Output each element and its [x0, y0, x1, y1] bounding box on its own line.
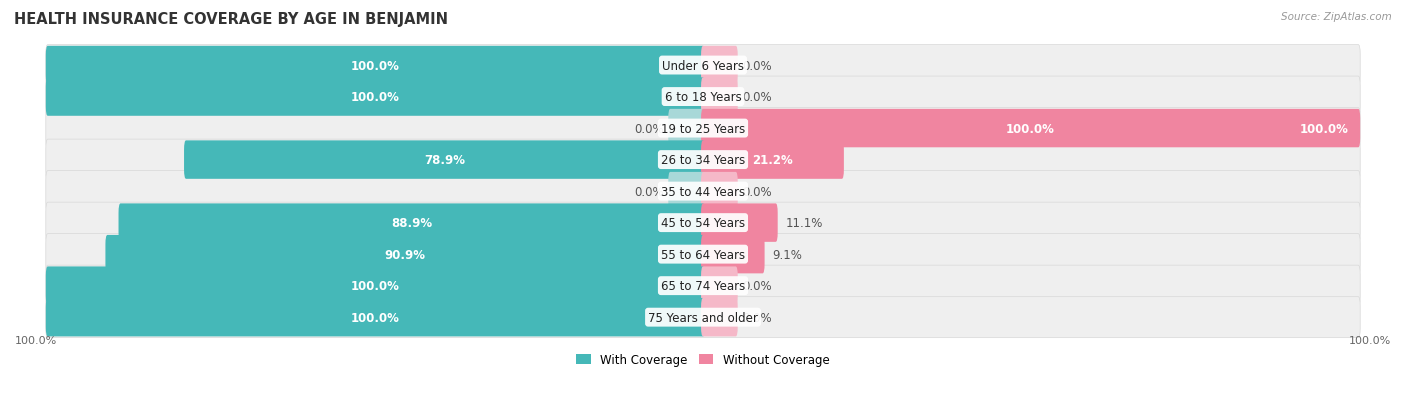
FancyBboxPatch shape	[702, 109, 1360, 148]
FancyBboxPatch shape	[46, 78, 704, 116]
Text: Under 6 Years: Under 6 Years	[662, 59, 744, 72]
FancyBboxPatch shape	[46, 171, 1360, 212]
Text: 26 to 34 Years: 26 to 34 Years	[661, 154, 745, 167]
Text: 21.2%: 21.2%	[752, 154, 793, 167]
Text: 9.1%: 9.1%	[772, 248, 803, 261]
FancyBboxPatch shape	[46, 234, 1360, 275]
FancyBboxPatch shape	[702, 298, 738, 337]
FancyBboxPatch shape	[46, 203, 1360, 244]
Text: 100.0%: 100.0%	[352, 59, 399, 72]
FancyBboxPatch shape	[702, 235, 765, 274]
FancyBboxPatch shape	[668, 173, 704, 211]
Text: 6 to 18 Years: 6 to 18 Years	[665, 91, 741, 104]
FancyBboxPatch shape	[702, 204, 778, 242]
Text: HEALTH INSURANCE COVERAGE BY AGE IN BENJAMIN: HEALTH INSURANCE COVERAGE BY AGE IN BENJ…	[14, 12, 449, 27]
Text: Source: ZipAtlas.com: Source: ZipAtlas.com	[1281, 12, 1392, 22]
FancyBboxPatch shape	[46, 266, 1360, 306]
Text: 100.0%: 100.0%	[352, 280, 399, 292]
Text: 45 to 54 Years: 45 to 54 Years	[661, 216, 745, 230]
FancyBboxPatch shape	[46, 267, 704, 305]
Text: 11.1%: 11.1%	[786, 216, 823, 230]
FancyBboxPatch shape	[46, 298, 704, 337]
FancyBboxPatch shape	[702, 267, 738, 305]
Text: 100.0%: 100.0%	[352, 311, 399, 324]
Text: 100.0%: 100.0%	[352, 91, 399, 104]
Text: 90.9%: 90.9%	[385, 248, 426, 261]
FancyBboxPatch shape	[105, 235, 704, 274]
FancyBboxPatch shape	[46, 77, 1360, 118]
FancyBboxPatch shape	[702, 141, 844, 179]
FancyBboxPatch shape	[184, 141, 704, 179]
Text: 19 to 25 Years: 19 to 25 Years	[661, 122, 745, 135]
FancyBboxPatch shape	[46, 45, 1360, 86]
Text: 65 to 74 Years: 65 to 74 Years	[661, 280, 745, 292]
FancyBboxPatch shape	[46, 297, 1360, 338]
FancyBboxPatch shape	[46, 108, 1360, 149]
Text: 35 to 44 Years: 35 to 44 Years	[661, 185, 745, 198]
Text: 100.0%: 100.0%	[1299, 122, 1348, 135]
FancyBboxPatch shape	[702, 173, 738, 211]
Text: 0.0%: 0.0%	[742, 280, 772, 292]
Text: 75 Years and older: 75 Years and older	[648, 311, 758, 324]
Text: 0.0%: 0.0%	[742, 185, 772, 198]
FancyBboxPatch shape	[702, 47, 738, 85]
Text: 55 to 64 Years: 55 to 64 Years	[661, 248, 745, 261]
Text: 0.0%: 0.0%	[742, 91, 772, 104]
Text: 100.0%: 100.0%	[15, 335, 58, 345]
Text: 0.0%: 0.0%	[634, 185, 664, 198]
Text: 0.0%: 0.0%	[742, 59, 772, 72]
Text: 0.0%: 0.0%	[634, 122, 664, 135]
Legend: With Coverage, Without Coverage: With Coverage, Without Coverage	[572, 348, 834, 371]
FancyBboxPatch shape	[46, 47, 704, 85]
Text: 78.9%: 78.9%	[425, 154, 465, 167]
FancyBboxPatch shape	[702, 78, 738, 116]
FancyBboxPatch shape	[46, 140, 1360, 180]
Text: 100.0%: 100.0%	[1348, 335, 1391, 345]
FancyBboxPatch shape	[118, 204, 704, 242]
FancyBboxPatch shape	[668, 109, 704, 148]
Text: 100.0%: 100.0%	[1007, 122, 1054, 135]
Text: 88.9%: 88.9%	[391, 216, 432, 230]
Text: 0.0%: 0.0%	[742, 311, 772, 324]
